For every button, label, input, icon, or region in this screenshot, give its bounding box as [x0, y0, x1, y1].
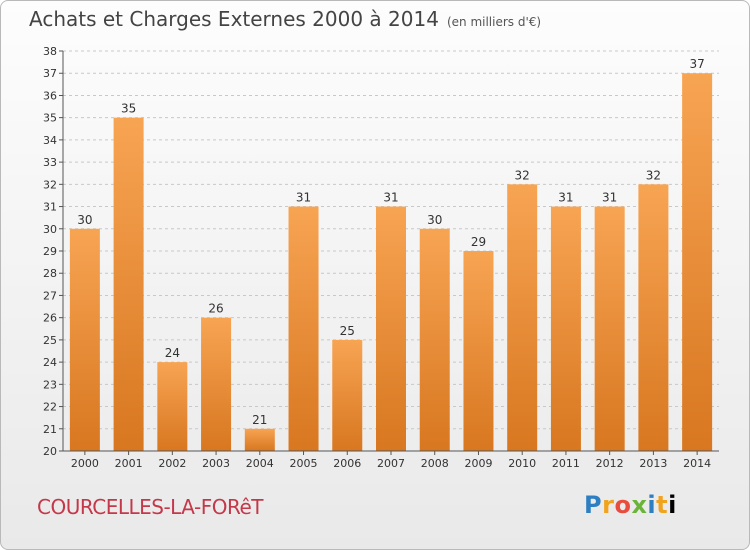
bar-2007	[376, 206, 406, 451]
data-label-2013: 32	[646, 168, 661, 182]
y-tick-label: 32	[43, 178, 57, 191]
y-tick-label: 21	[43, 423, 57, 436]
chart-title-text: Achats et Charges Externes 2000 à 2014	[29, 7, 439, 31]
y-tick-label: 33	[43, 156, 57, 169]
y-tick-label: 37	[43, 67, 57, 80]
x-tick-label-2008: 2008	[421, 457, 449, 470]
x-tick-label-2005: 2005	[290, 457, 318, 470]
x-tick-label-2014: 2014	[683, 457, 711, 470]
x-tick-label-2013: 2013	[639, 457, 667, 470]
y-tick-label: 24	[43, 356, 57, 369]
bar-2012	[594, 206, 625, 451]
x-tick-label-2001: 2001	[115, 457, 143, 470]
y-tick-label: 36	[43, 89, 57, 102]
data-label-2003: 26	[208, 302, 223, 316]
x-tick-label-2000: 2000	[71, 457, 99, 470]
y-tick-label: 20	[43, 445, 57, 458]
bar-2008	[419, 228, 450, 451]
x-tick-label-2012: 2012	[596, 457, 624, 470]
data-label-2005: 31	[296, 191, 311, 205]
y-tick-label: 23	[43, 378, 57, 391]
data-label-2002: 24	[165, 346, 180, 360]
x-tick-label-2006: 2006	[333, 457, 361, 470]
bar-2001	[113, 117, 144, 452]
bar-2003	[201, 317, 232, 451]
bars	[69, 73, 713, 452]
data-label-2001: 35	[121, 102, 136, 116]
data-label-2010: 32	[515, 168, 530, 182]
y-tick-label: 28	[43, 267, 57, 280]
x-tick-label-2010: 2010	[508, 457, 536, 470]
y-axis-ticks: 20 21 22 23 24 25 26 27 28 29 30 31 32 33 34 35 36 37 38	[43, 45, 63, 458]
x-tick-label-2007: 2007	[377, 457, 405, 470]
data-label-2008: 30	[427, 213, 442, 227]
y-tick-label: 38	[43, 45, 57, 58]
bar-2009	[463, 251, 494, 451]
y-tick-label: 31	[43, 201, 57, 214]
data-label-2009: 29	[471, 235, 486, 249]
bar-2006	[332, 339, 363, 451]
y-tick-label: 25	[43, 334, 57, 347]
x-tick-label-2011: 2011	[552, 457, 580, 470]
data-label-2011: 31	[558, 191, 573, 205]
y-tick-label: 34	[43, 134, 57, 147]
bar-2011	[550, 206, 581, 451]
data-label-2012: 31	[602, 191, 617, 205]
y-tick-label: 35	[43, 112, 57, 125]
x-axis-ticks: 2000 2001 2002 2003 2004 2005 2006 2007 2008 2009…	[71, 451, 711, 470]
x-tick-label-2004: 2004	[246, 457, 274, 470]
bar-2004	[244, 428, 275, 451]
bar-2014	[682, 73, 713, 451]
bar-2010	[507, 184, 538, 452]
y-tick-label: 26	[43, 312, 57, 325]
x-tick-label-2009: 2009	[464, 457, 492, 470]
y-tick-label: 27	[43, 289, 57, 302]
x-tick-label-2003: 2003	[202, 457, 230, 470]
data-labels: 30 35 24 26 21 31 25 31 30 29 32 31 31 32 37	[77, 57, 705, 427]
y-tick-label: 30	[43, 223, 57, 236]
bar-2013	[638, 184, 669, 452]
chart-title: Achats et Charges Externes 2000 à 2014 (e…	[29, 7, 541, 31]
commune-name: COURCELLES-LA-FORêT	[37, 495, 264, 519]
bar-2005	[288, 206, 319, 451]
bar-2000	[69, 228, 100, 451]
chart-unit-note: (en milliers d'€)	[446, 15, 542, 29]
y-tick-label: 29	[43, 245, 57, 258]
y-tick-label: 22	[43, 401, 57, 414]
bar-2002	[157, 362, 188, 451]
data-label-2014: 37	[689, 57, 704, 71]
axes	[62, 51, 719, 452]
data-label-2004: 21	[252, 413, 267, 427]
data-label-2007: 31	[383, 191, 398, 205]
data-label-2006: 25	[340, 324, 355, 338]
data-label-2000: 30	[77, 213, 92, 227]
x-tick-label-2002: 2002	[158, 457, 186, 470]
proxiti-logo: Proxiti	[584, 491, 677, 519]
